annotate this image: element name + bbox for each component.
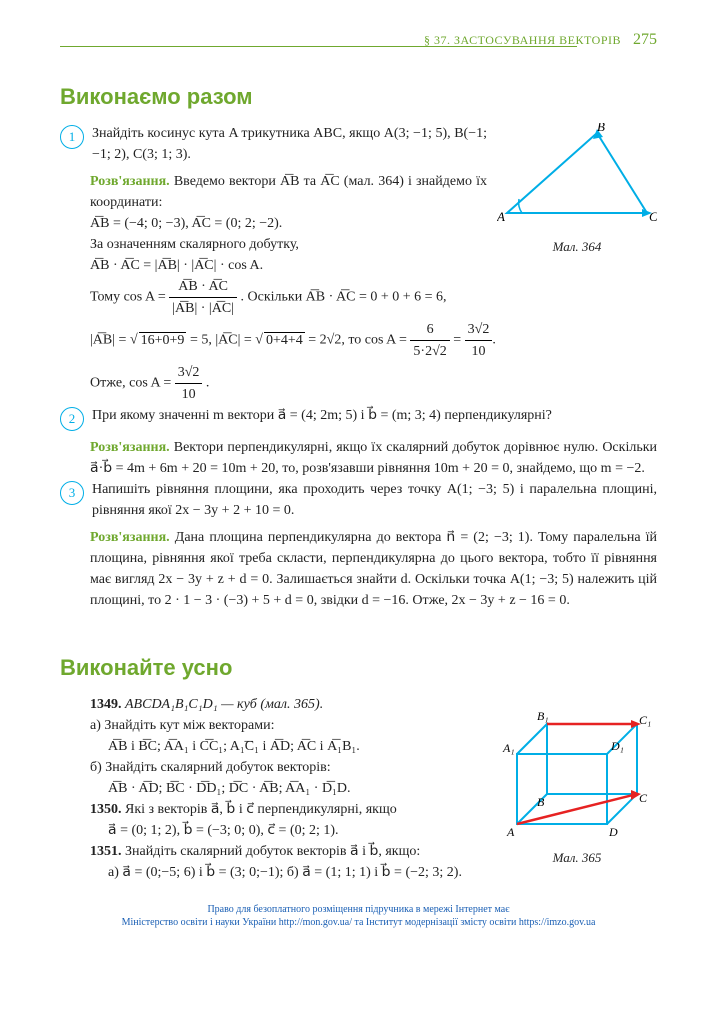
e1349-text: ABCDA₁B₁C₁D₁ — куб (мал. 365). <box>125 697 323 712</box>
solution-label-2: Розв'язання. <box>90 440 170 455</box>
e1351-text: Знайдіть скалярний добуток векторів a⃗ і… <box>125 844 420 859</box>
problem-2-question: При якому значенні m вектори a⃗ = (4; 2m… <box>92 405 657 426</box>
frac-3: 3√210 <box>465 319 493 362</box>
p1-s3: За означенням скалярного добутку, <box>90 237 299 252</box>
p1-s6a: |A͞B| = √ <box>90 333 138 348</box>
figure-365: A B C D A₁ B₁ C₁ D₁ Мал. 365 <box>497 694 657 868</box>
e1349-a-label: а) Знайдіть кут між векторами: <box>90 718 275 733</box>
svg-text:A: A <box>497 209 505 224</box>
footer-line2: Міністерство освіти і науки України http… <box>122 917 596 928</box>
section-together-title: Виконаємо разом <box>60 80 657 113</box>
problem-2-solution: Розв'язання. Вектори перпендикулярні, як… <box>90 437 657 479</box>
header-rule <box>60 46 577 47</box>
p2-s: Вектори перпендикулярні, якщо їх скалярн… <box>90 440 657 476</box>
p1-s7a: Отже, cos A = <box>90 376 175 391</box>
problem-1-number: 1 <box>60 125 84 149</box>
p3-s: Дана площина перпендикулярна до вектора … <box>90 530 657 608</box>
e1349-b: A͞B · A͞D; B͞C · D͞D₁; D͞C · A͞B; A͞A₁ ·… <box>108 781 351 796</box>
e1351-num: 1351. <box>90 844 122 859</box>
problem-1: 1 Знайдіть косинус кута A трикутника ABC… <box>60 123 487 165</box>
fig365-caption: Мал. 365 <box>497 848 657 868</box>
svg-text:C: C <box>649 209 657 224</box>
problem-3: 3 Напишіть рівняння площини, яка проходи… <box>60 479 657 521</box>
p1-s5b: . Оскільки A͞B · A͞C = 0 + 0 + 6 = 6, <box>241 290 447 305</box>
e1349-a: A͞B і B͞C; A͞A₁ і C͞C₁; A₁͞C₁ і A͞D; A͞C… <box>108 739 360 754</box>
problem-1-body: Знайдіть косинус кута A трикутника ABC, … <box>92 123 487 165</box>
cube-diagram: A B C D A₁ B₁ C₁ D₁ <box>497 694 657 844</box>
p1-s7b: . <box>206 376 210 391</box>
frac-4: 3√210 <box>175 362 203 405</box>
problem-2: 2 При якому значенні m вектори a⃗ = (4; … <box>60 405 657 431</box>
solution-label-3: Розв'язання. <box>90 530 170 545</box>
svg-text:C: C <box>639 791 648 805</box>
page-header: § 37. ЗАСТОСУВАННЯ ВЕКТОРІВ 275 <box>60 28 657 52</box>
p1-s6c: = 2√2, то cos A = <box>308 333 410 348</box>
e1349-b-label: б) Знайдіть скалярний добуток векторів: <box>90 760 331 775</box>
e1350-text: Які з векторів a⃗, b⃗ і c⃗ перпендикуляр… <box>125 802 397 817</box>
problem-1-question: Знайдіть косинус кута A трикутника ABC, … <box>92 126 487 162</box>
p1-s5a: Тому cos A = <box>90 290 166 305</box>
e1350-num: 1350. <box>90 802 122 817</box>
svg-text:B₁: B₁ <box>537 709 549 723</box>
solution-label-1: Розв'язання. <box>90 174 170 189</box>
frac-1: A͞B · A͞C|A͞B| · |A͞C| <box>169 276 237 319</box>
frac-2: 65·2√2 <box>410 319 449 362</box>
figure-364: A B C Мал. 364 <box>497 123 657 257</box>
svg-text:A: A <box>506 825 515 839</box>
svg-text:D₁: D₁ <box>610 739 624 753</box>
svg-text:C₁: C₁ <box>639 713 651 727</box>
p1-s2: A͞B = (−4; 0; −3), A͞C = (0; 2; −2). <box>90 216 282 231</box>
fig364-caption: Мал. 364 <box>497 237 657 257</box>
problem-3-solution: Розв'язання. Дана площина перпендикулярн… <box>90 527 657 611</box>
page-footer: Право для безоплатного розміщення підруч… <box>60 903 657 929</box>
svg-text:B: B <box>597 123 605 134</box>
triangle-diagram: A B C <box>497 123 657 233</box>
section-oral-title: Виконайте усно <box>60 651 657 684</box>
svg-text:B: B <box>537 795 545 809</box>
page-number: 275 <box>633 28 657 52</box>
svg-text:A₁: A₁ <box>502 741 515 755</box>
e1351-a: а) a⃗ = (0;−5; 6) і b⃗ = (3; 0;−1); б) a… <box>108 865 462 880</box>
e1349-num: 1349. <box>90 697 122 712</box>
footer-line1: Право для безоплатного розміщення підруч… <box>207 904 509 915</box>
problem-2-number: 2 <box>60 407 84 431</box>
e1350-v: a⃗ = (0; 1; 2), b⃗ = (−3; 0; 0), c⃗ = (0… <box>108 823 339 838</box>
problem-3-question: Напишіть рівняння площини, яка проходить… <box>92 479 657 521</box>
svg-text:D: D <box>608 825 618 839</box>
p1-s4: A͞B · A͞C = |A͞B| · |A͞C| · cos A. <box>90 258 263 273</box>
p1-s6b: = 5, |A͞C| = √ <box>190 333 263 348</box>
problem-3-number: 3 <box>60 481 84 505</box>
